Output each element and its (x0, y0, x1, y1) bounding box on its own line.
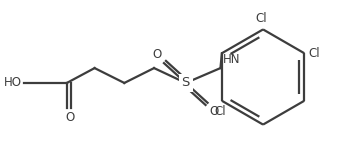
Text: Cl: Cl (214, 105, 226, 118)
Text: HO: HO (4, 76, 22, 89)
Text: HN: HN (222, 53, 240, 66)
Text: S: S (182, 76, 190, 89)
Text: Cl: Cl (308, 47, 320, 60)
Text: Cl: Cl (255, 12, 267, 25)
Text: O: O (209, 105, 219, 118)
Text: O: O (65, 111, 74, 124)
Text: O: O (153, 48, 162, 61)
